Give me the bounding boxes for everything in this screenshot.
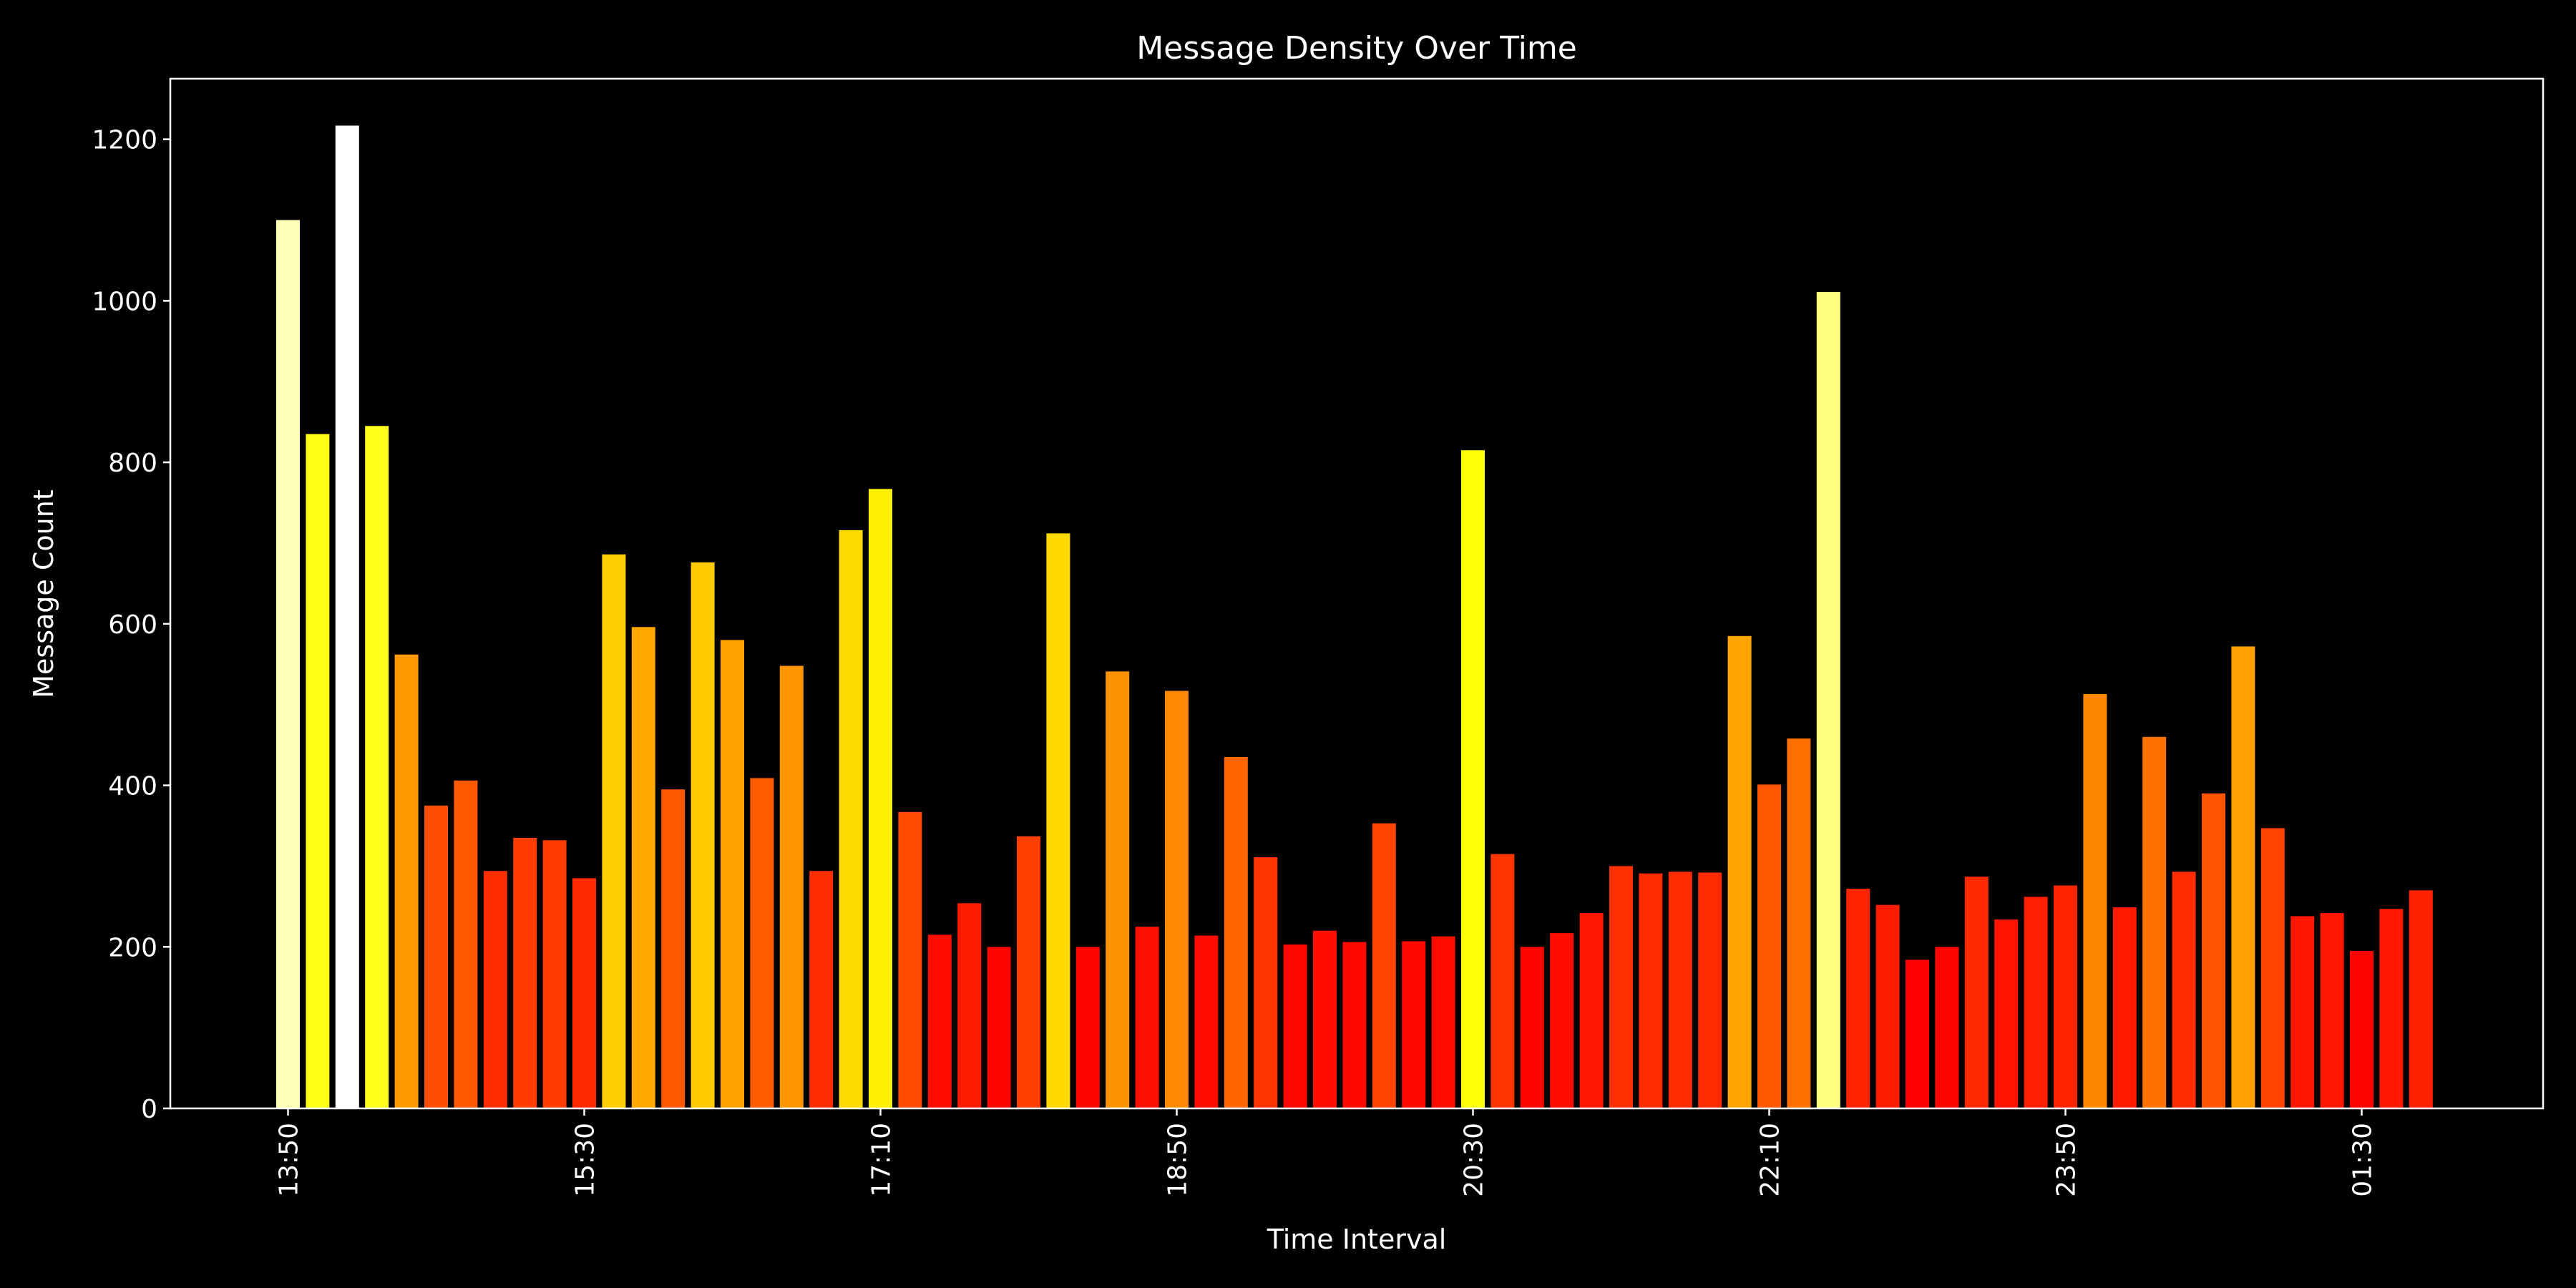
y-tick-label: 0: [141, 1095, 157, 1124]
bar: [2054, 885, 2077, 1108]
bar: [1017, 836, 1040, 1108]
bars-group: [276, 125, 2433, 1108]
bar: [572, 878, 596, 1108]
bar: [779, 665, 804, 1108]
bar: [661, 789, 686, 1108]
bar: [1135, 927, 1159, 1108]
bar: [424, 805, 448, 1108]
bar: [1224, 757, 1248, 1108]
y-tick-label: 600: [108, 610, 157, 640]
bar: [1491, 854, 1515, 1108]
bar: [898, 811, 922, 1108]
y-tick-label: 1000: [92, 287, 157, 316]
bar: [1550, 933, 1574, 1108]
x-tick-label: 18:50: [1163, 1123, 1193, 1197]
chart-title: Message Density Over Time: [1136, 30, 1577, 67]
bar: [276, 220, 300, 1108]
bar: [513, 837, 537, 1108]
bar: [2024, 897, 2048, 1108]
bar: [2112, 907, 2137, 1108]
x-tick-label: 13:50: [275, 1123, 304, 1197]
bar: [809, 871, 834, 1108]
bar: [542, 840, 567, 1108]
bar: [1816, 292, 1840, 1108]
x-tick-label: 17:10: [867, 1123, 897, 1197]
bar: [2350, 950, 2373, 1108]
x-tick-label: 22:10: [1756, 1123, 1785, 1197]
bar: [927, 935, 952, 1108]
plot-frame: [169, 77, 2545, 1110]
bar: [1875, 904, 1900, 1108]
bar: [1609, 866, 1633, 1108]
x-tick-label: 20:30: [1460, 1123, 1489, 1197]
bar: [1964, 877, 1989, 1108]
bar: [1254, 857, 1278, 1108]
bar: [2083, 694, 2107, 1108]
x-tick-label: 01:30: [2348, 1123, 2378, 1197]
y-axis: 0 200 400 600 800 1000 1200: [92, 126, 170, 1124]
y-tick-label: 1200: [92, 126, 157, 155]
bar: [1668, 872, 1692, 1108]
bar: [335, 125, 359, 1108]
bar: [1106, 671, 1130, 1108]
bar: [1757, 784, 1781, 1108]
bar: [2231, 646, 2255, 1108]
bar: [394, 654, 419, 1108]
bar: [2260, 828, 2285, 1108]
bar: [483, 871, 507, 1108]
y-tick-label: 800: [108, 449, 157, 478]
bar: [1520, 947, 1544, 1108]
bar: [750, 778, 774, 1108]
x-tick-label: 15:30: [571, 1123, 600, 1197]
bar: [1431, 936, 1455, 1108]
y-tick-label: 400: [108, 772, 157, 801]
bar: [957, 903, 982, 1108]
bar: [2409, 890, 2433, 1108]
bar: [1727, 635, 1752, 1108]
bar: [1906, 960, 1929, 1108]
x-axis-label: Time Interval: [1267, 1224, 1447, 1255]
bar: [1283, 944, 1307, 1108]
bar: [1165, 691, 1189, 1108]
bar: [721, 640, 744, 1108]
bar: [691, 562, 715, 1108]
bar: [2320, 912, 2344, 1108]
bar: [1639, 873, 1663, 1108]
bar: [1194, 935, 1219, 1108]
bar: [1402, 941, 1426, 1108]
bar: [987, 947, 1011, 1108]
x-tick-label: 23:50: [2052, 1123, 2082, 1197]
bar: [631, 627, 655, 1108]
x-axis: 13:50 15:30 17:10 18:50 20:30 22:10 23:50 01:30: [275, 1108, 2378, 1197]
bar: [306, 434, 330, 1108]
bar: [2379, 909, 2404, 1108]
bar: [1372, 823, 1396, 1108]
bar: [1046, 533, 1070, 1108]
bar: [1994, 919, 2019, 1108]
bar: [1313, 930, 1337, 1108]
bar: [869, 489, 892, 1108]
bar: [602, 554, 626, 1108]
bar: [1342, 942, 1367, 1108]
bar: [839, 530, 863, 1108]
bar: [2290, 916, 2315, 1108]
bar: [2172, 872, 2196, 1108]
bar: [2142, 736, 2167, 1108]
bar: [454, 780, 478, 1108]
bar: [1075, 947, 1100, 1108]
y-tick-label: 200: [108, 933, 157, 962]
y-axis-label: Message Count: [28, 489, 59, 698]
bar: [2202, 793, 2225, 1108]
bar: [1461, 450, 1485, 1108]
bar: [1787, 738, 1811, 1108]
bar: [1579, 912, 1604, 1108]
bar: [1935, 947, 1959, 1108]
bar: [1846, 889, 1870, 1108]
bar: [1698, 872, 1722, 1108]
bar: [365, 426, 389, 1108]
